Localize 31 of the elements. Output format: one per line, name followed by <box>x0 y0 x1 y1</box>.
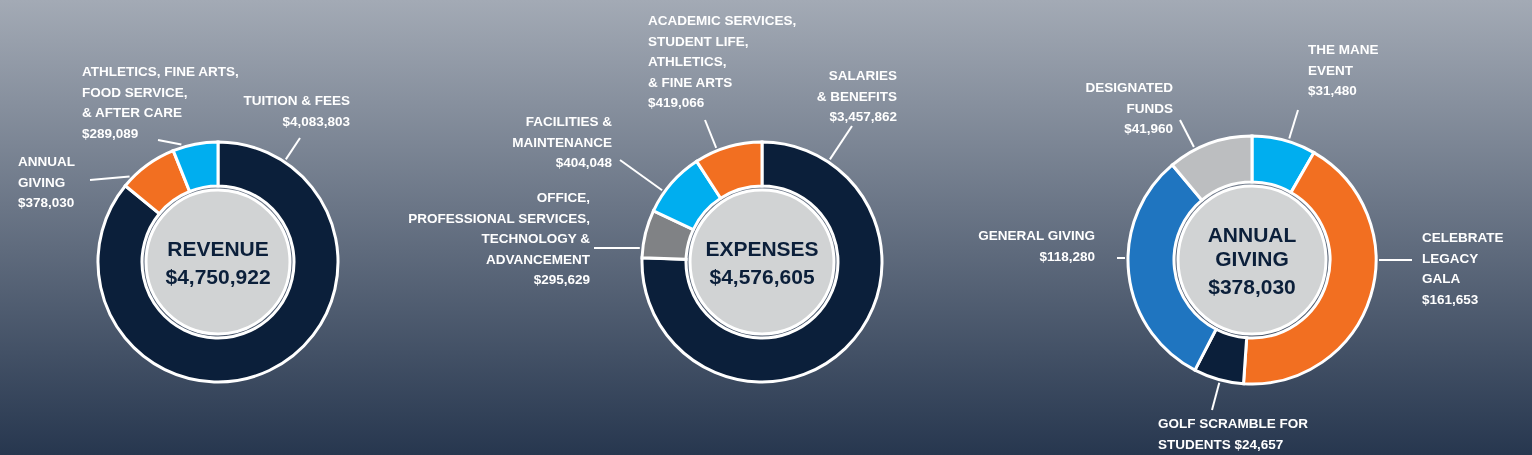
slice-label: SALARIES & BENEFITS <box>816 68 897 104</box>
slice-label: GENERAL GIVING <box>978 228 1095 243</box>
data-label: $404,048 <box>555 155 613 170</box>
slice-label: OFFICE, PROFESSIONAL SERVICES, TECHNOLOGY & ADVANCEMENT <box>408 190 591 267</box>
data-label: $31,480 <box>1308 83 1357 98</box>
data-label: $295,629 <box>533 272 590 287</box>
text: $4,576,605 <box>709 265 815 288</box>
slice-label: CELEBRATE LEGACY GALA <box>1422 230 1504 286</box>
slice-label: DESIGNATED FUNDS <box>1085 80 1174 116</box>
text: $4,750,922 <box>165 265 271 288</box>
data-label: $161,653 <box>1422 291 1479 307</box>
donut-slice <box>96 140 340 384</box>
text: EXPENSES <box>705 237 819 260</box>
slice-label: THE MANE EVENT <box>1308 42 1379 78</box>
data-label: $378,030 <box>18 195 75 210</box>
data-label: $4,083,803 <box>282 113 351 129</box>
data-label: $289,089 <box>82 125 139 141</box>
slice-label: ATHLETICS, FINE ARTS, FOOD SERVICE, & AFTER CARE <box>82 64 239 120</box>
slice-label: ACADEMIC SERVICES, STUDENT LIFE, ATHLETICS, & FINE ARTS <box>648 13 797 90</box>
text: REVENUE <box>167 237 269 260</box>
text: $378,030 <box>1208 275 1296 298</box>
data-label: $41,960 <box>1124 121 1173 136</box>
data-label: $3,457,862 <box>829 109 897 124</box>
slice-label: GOLF SCRAMBLE FOR STUDENTS $24,657 <box>1158 416 1309 452</box>
data-label: $118,280 <box>1039 248 1095 264</box>
data-label: $419,066 <box>648 95 705 110</box>
donut-slice <box>640 140 884 384</box>
slice-label: TUITION & FEES <box>243 93 350 108</box>
slice-label: FACILITIES & MAINTENANCE <box>512 114 613 150</box>
text: ANNUAL GIVING <box>1207 223 1297 270</box>
slice-label: ANNUAL GIVING <box>18 154 75 190</box>
